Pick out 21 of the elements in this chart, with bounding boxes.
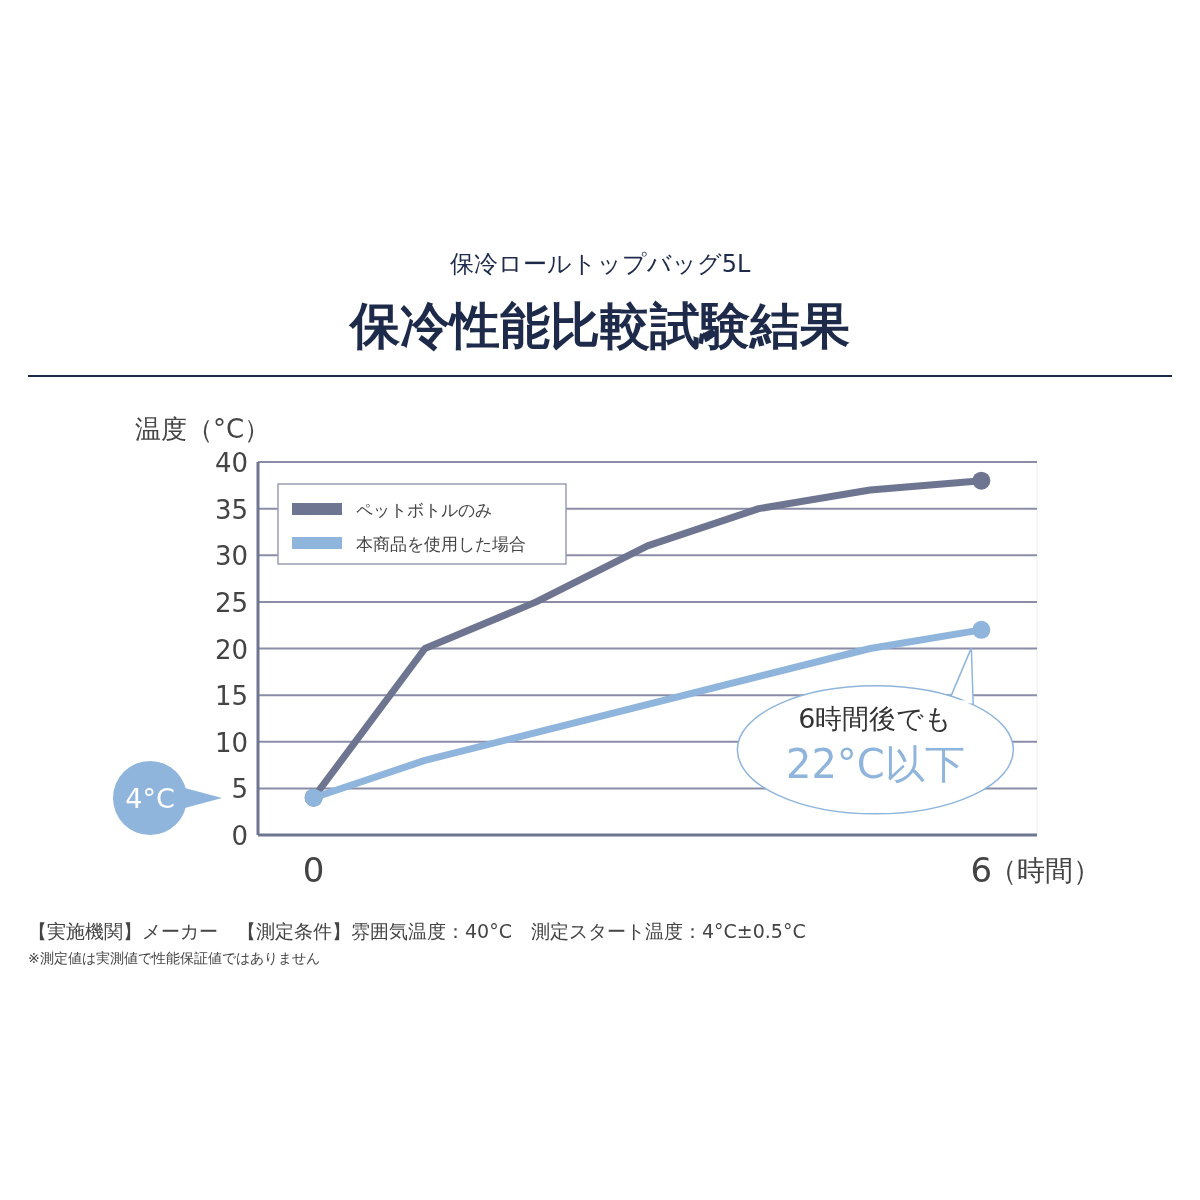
callout-end: 6時間後でも 22°C以下 <box>736 647 1015 815</box>
y-tick-label: 0 <box>231 821 248 851</box>
chart-title: 保冷性能比較試験結果 <box>348 297 850 355</box>
annotation: 6時間後でも 22°C以下 <box>785 702 965 787</box>
y-tick-label: 30 <box>214 541 248 572</box>
legend-label: 本商品を使用した場合 <box>356 534 526 554</box>
callout-start: 4°C <box>113 761 222 835</box>
y-tick-label: 40 <box>214 448 248 478</box>
text: 【実施機関】メーカー 【測定条件】雰囲気温度：40°C 測定スタート温度：4°C±0.5°C <box>28 920 806 942</box>
y-tick-label: 5 <box>231 774 248 805</box>
y-tick-label: 35 <box>214 494 248 525</box>
y-axis-title: 温度（°C） <box>135 414 271 444</box>
point <box>972 620 991 639</box>
legend-label: ペットボトルのみ <box>356 500 492 520</box>
text: ※測定値は実測値で性能保証値ではありません <box>28 950 320 966</box>
y-tick-label: 10 <box>214 727 248 758</box>
y-tick-label: 25 <box>214 587 248 618</box>
y-tick-label: 15 <box>214 681 248 712</box>
y-tick-label: 20 <box>214 634 248 665</box>
point <box>972 471 991 490</box>
chart-subtitle: 保冷ロールトップバッグ5L <box>449 250 751 278</box>
